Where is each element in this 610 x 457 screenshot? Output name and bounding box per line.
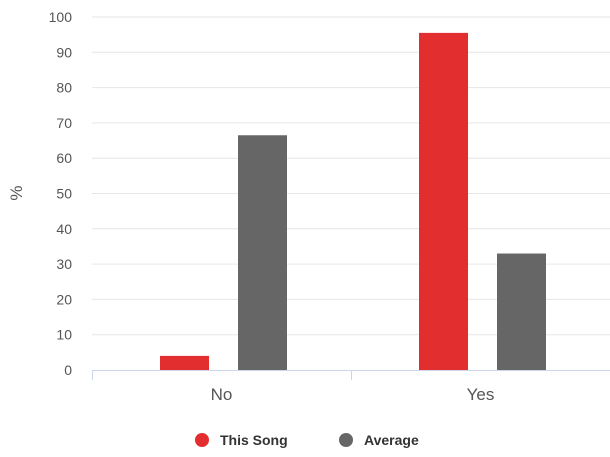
- bar-this-song-yes[interactable]: [419, 32, 468, 370]
- y-tick-label: 100: [49, 9, 73, 25]
- y-tick-label: 90: [56, 44, 72, 60]
- legend-label: This Song: [220, 432, 288, 448]
- bars: [160, 32, 546, 370]
- legend-item-this-song[interactable]: This Song: [195, 432, 288, 448]
- legend-item-average[interactable]: Average: [339, 432, 419, 448]
- y-tick-label: 80: [56, 80, 72, 96]
- y-tick-label: 50: [56, 186, 72, 202]
- y-tick-label: 20: [56, 291, 72, 307]
- legend-marker: [195, 433, 209, 447]
- y-tick-label: 70: [56, 115, 72, 131]
- y-axis-ticks: 0 10 20 30 40 50 60 70 80 90 100: [49, 9, 73, 378]
- legend-marker: [339, 433, 353, 447]
- gridlines: [92, 16, 610, 336]
- y-tick-label: 40: [56, 221, 72, 237]
- legend-label: Average: [364, 432, 419, 448]
- y-tick-label: 10: [56, 327, 72, 343]
- x-category-label: No: [211, 385, 233, 404]
- bar-average-yes[interactable]: [497, 253, 546, 370]
- y-axis-label: %: [7, 185, 26, 200]
- bar-average-no[interactable]: [238, 135, 287, 370]
- legend: This Song Average: [195, 432, 419, 448]
- y-tick-label: 0: [64, 362, 72, 378]
- x-axis: [92, 370, 610, 380]
- bar-this-song-no[interactable]: [160, 355, 209, 370]
- y-tick-label: 60: [56, 150, 72, 166]
- y-tick-label: 30: [56, 256, 72, 272]
- x-axis-categories: No Yes: [211, 385, 495, 404]
- x-category-label: Yes: [467, 385, 495, 404]
